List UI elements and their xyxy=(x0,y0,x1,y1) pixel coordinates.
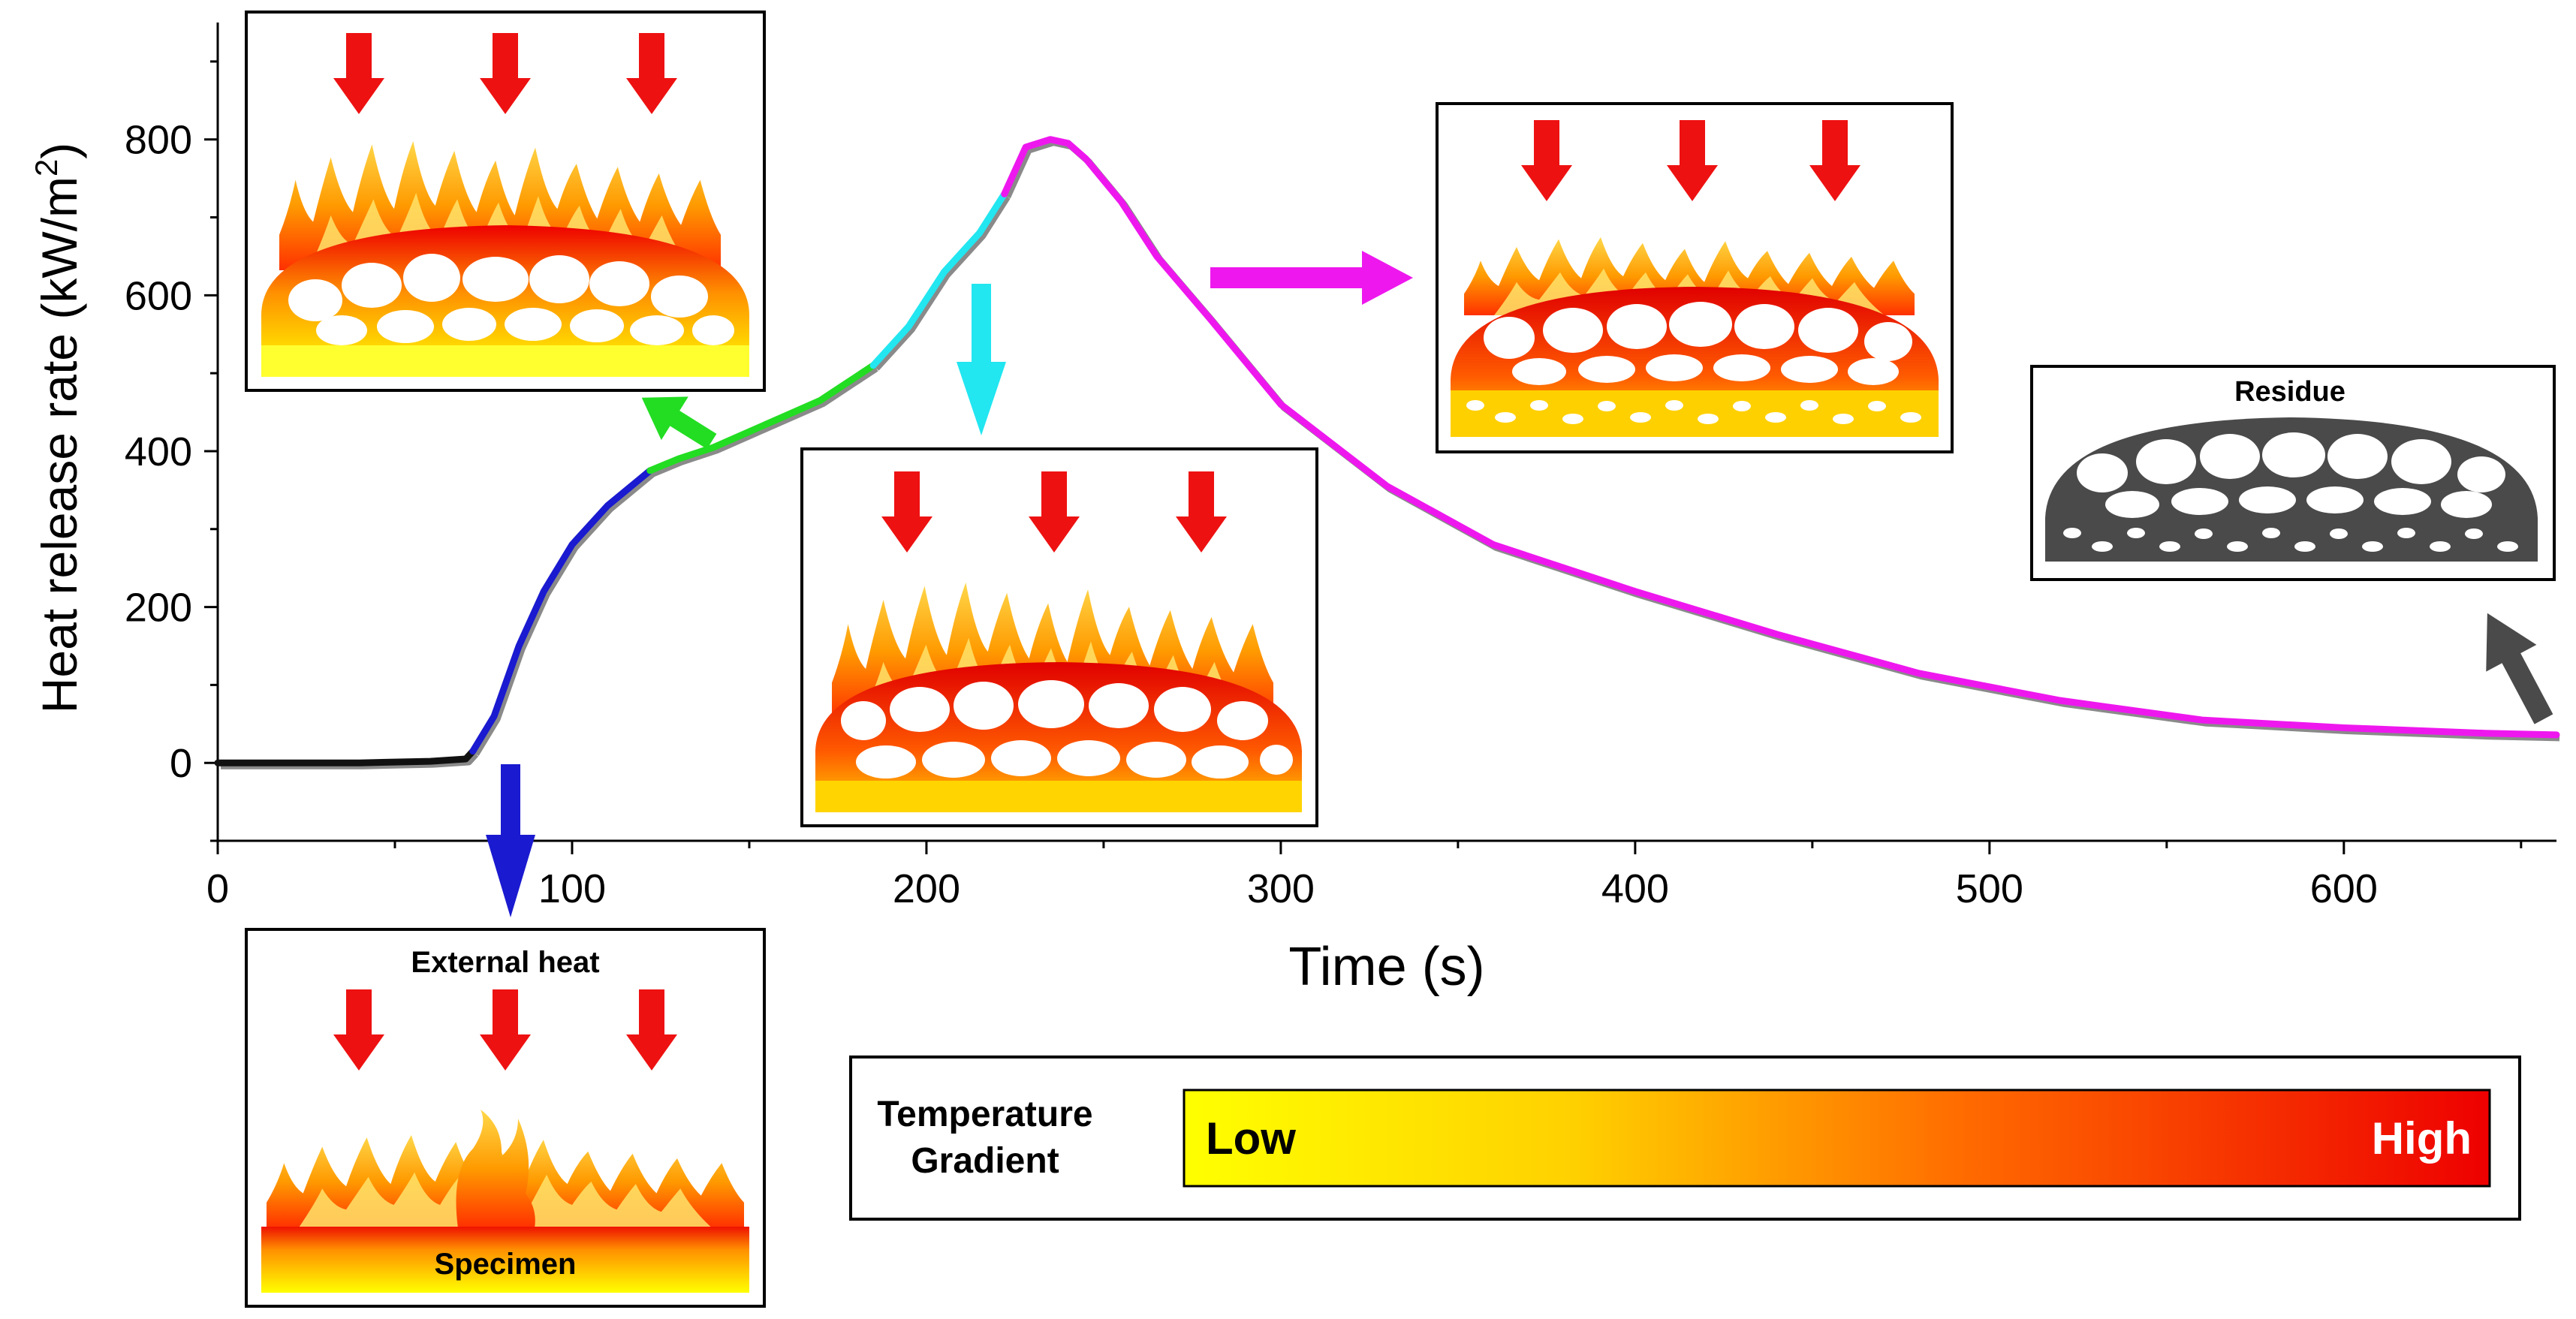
y-ticks xyxy=(204,60,218,842)
axes: 0 200 400 600 800 0 100 200 300 400 500 600 Time (… xyxy=(29,23,2556,997)
x-axis-title: Time (s) xyxy=(1288,937,1484,997)
temperature-gradient-legend: Temperature Gradient Low High xyxy=(849,1056,2521,1221)
specimen-label: Specimen xyxy=(435,1248,577,1281)
series-line-initial xyxy=(214,748,477,766)
specimen-slab xyxy=(261,1227,749,1293)
stage-specimen-panel: External heat Specimen xyxy=(245,928,766,1308)
series-line-decay xyxy=(1001,136,2560,739)
y-axis-title-sup: 2 xyxy=(29,159,64,176)
gradient-low-label: Low xyxy=(1206,1113,1296,1164)
gradient-title-line1: Temperature xyxy=(877,1095,1092,1134)
x-ticks xyxy=(216,841,2523,854)
x-tick-label: 500 xyxy=(1956,866,2023,911)
stage-char-panel xyxy=(800,447,1318,827)
series-line-growth xyxy=(646,362,877,474)
y-axis-title-main: Heat release rate (kW/m xyxy=(32,176,87,713)
external-heat-label: External heat xyxy=(411,946,599,979)
y-tick-labels: 0 200 400 600 800 xyxy=(125,118,192,786)
y-tick-label: 400 xyxy=(125,429,192,474)
stage-residue-panel: Residue xyxy=(2030,365,2556,581)
gradient-bar xyxy=(1183,1089,2491,1188)
series-shadow-ignition xyxy=(472,471,655,756)
x-tick-label: 600 xyxy=(2310,866,2378,911)
char-base xyxy=(261,345,749,377)
series-layer xyxy=(214,136,2560,769)
series-shadow-growth xyxy=(652,366,878,477)
residue-dome-pores xyxy=(2077,432,2505,518)
x-tick-label: 0 xyxy=(206,866,229,911)
series-line-char-formation xyxy=(869,190,1008,369)
y-tick-label: 200 xyxy=(125,586,192,631)
gradient-title-line2: Gradient xyxy=(911,1141,1059,1181)
x-tick-labels: 0 100 200 300 400 500 600 xyxy=(206,866,2378,911)
gradient-high-label: High xyxy=(2372,1113,2472,1164)
y-tick-label: 800 xyxy=(125,118,192,163)
char-pores xyxy=(288,254,734,345)
y-axis-title-close: ) xyxy=(32,143,87,159)
char-pores xyxy=(1484,302,1912,385)
y-axis-title: Heat release rate (kW/m2) xyxy=(29,143,87,714)
x-tick-label: 400 xyxy=(1601,866,1669,911)
y-tick-label: 0 xyxy=(170,741,192,786)
x-tick-label: 300 xyxy=(1247,866,1315,911)
stage-intumescent-panel xyxy=(245,11,766,392)
x-tick-label: 200 xyxy=(893,866,960,911)
residue-layer xyxy=(1451,390,1939,437)
char-pores xyxy=(841,680,1293,778)
residue-label: Residue xyxy=(2234,376,2346,408)
char-base xyxy=(815,781,1302,812)
char-pointer-arrow xyxy=(957,284,1006,435)
stage-crust-panel xyxy=(1436,102,1954,453)
residue-pointer-arrow xyxy=(2486,613,2553,724)
y-tick-label: 600 xyxy=(125,273,192,318)
decay-pointer-arrow xyxy=(1210,251,1413,305)
series-line-ignition xyxy=(469,467,654,755)
growth-pointer-arrow xyxy=(641,396,717,450)
residue-pores xyxy=(1466,400,1921,424)
residue-base-pores xyxy=(2063,528,2518,552)
ignition-pointer-arrow xyxy=(486,764,535,917)
flame-icon xyxy=(456,1110,535,1228)
series-shadow-char-formation xyxy=(873,194,1011,371)
x-tick-label: 100 xyxy=(538,866,606,911)
